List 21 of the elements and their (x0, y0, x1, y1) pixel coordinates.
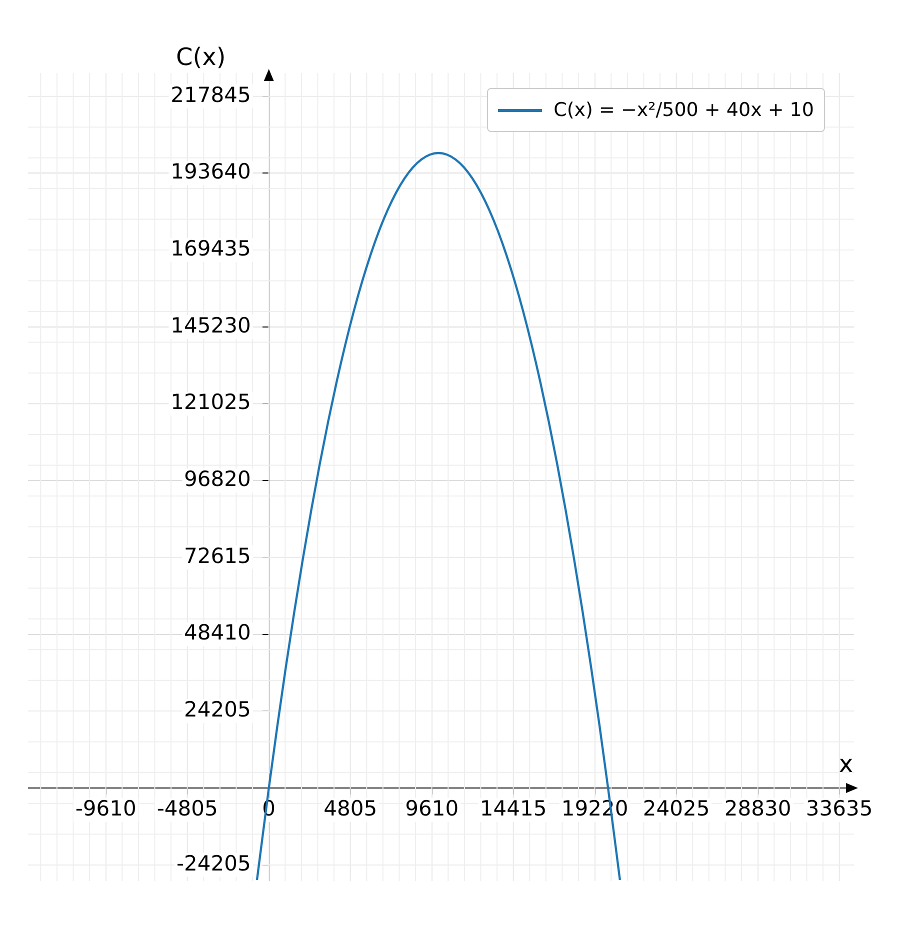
y-tick-label: 72615 (184, 544, 251, 568)
y-axis-title: C(x) (176, 43, 226, 72)
x-tick-label: 9610 (405, 796, 459, 820)
x-tick-label: 14415 (480, 796, 547, 820)
x-tick-label: 24025 (642, 796, 710, 820)
x-tick-label: 4805 (324, 796, 378, 820)
y-tick-label: 193640 (170, 160, 251, 184)
y-tick-label: 24205 (184, 698, 251, 722)
x-tick-label: -9610 (75, 796, 136, 820)
y-tick-label: 145230 (170, 313, 251, 338)
y-tick-label: 121025 (170, 390, 251, 414)
y-tick-label: 217845 (170, 82, 251, 107)
y-tick-label: 48410 (184, 620, 251, 645)
y-tick-label: 169435 (170, 236, 251, 260)
legend-label: C(x) = −x²/500 + 40x + 10 (554, 99, 814, 121)
x-tick-label: 28830 (724, 796, 792, 820)
y-tick-label: -24205 (176, 851, 251, 876)
x-axis-title: x (838, 750, 854, 778)
y-tick-label: 96820 (184, 467, 251, 492)
x-tick-label: 33635 (806, 796, 873, 820)
x-tick-label: -4805 (156, 796, 218, 820)
